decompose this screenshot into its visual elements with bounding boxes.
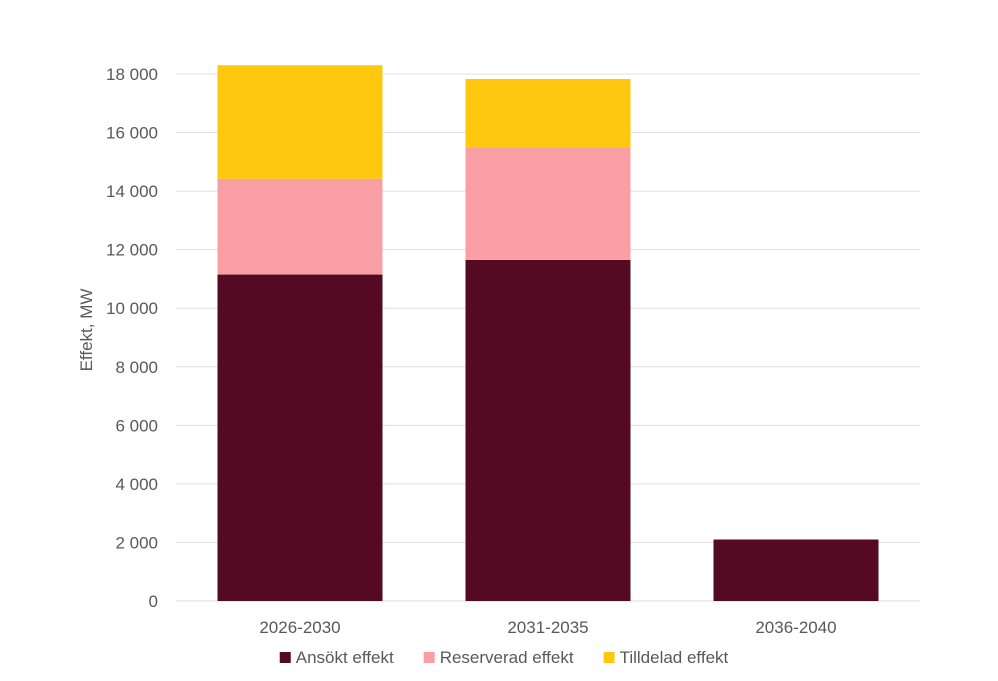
y-tick-label: 14 000 xyxy=(106,182,158,201)
bar-segment xyxy=(465,259,631,601)
legend-swatch xyxy=(279,652,291,663)
legend-label: Reserverad effekt xyxy=(440,648,574,667)
bar-segment xyxy=(217,178,383,275)
legend-item: Ansökt effekt xyxy=(279,648,394,667)
y-axis-title: Effekt, MW xyxy=(77,289,96,372)
y-axis-tick-labels: 0 2 000 4 000 6 000 8 000 10 000 12 000 14 000 1… xyxy=(106,65,158,611)
y-tick-label: 0 xyxy=(149,592,158,611)
y-tick-label: 16 000 xyxy=(106,124,158,143)
y-tick-label: 18 000 xyxy=(106,65,158,84)
x-category-label: 2026-2030 xyxy=(259,618,340,637)
y-tick-label: 6 000 xyxy=(115,416,158,435)
legend: Ansökt effekt Reserverad effekt Tilldelad … xyxy=(279,648,729,667)
bar-segment xyxy=(465,147,631,260)
x-category-label: 2036-2040 xyxy=(755,618,836,637)
bar-segment xyxy=(217,65,383,179)
legend-label: Ansökt effekt xyxy=(296,648,394,667)
y-tick-label: 2 000 xyxy=(115,533,158,552)
legend-label: Tilldelad effekt xyxy=(620,648,729,667)
legend-item: Reserverad effekt xyxy=(423,648,574,667)
y-tick-label: 10 000 xyxy=(106,299,158,318)
bar-segment xyxy=(217,274,383,601)
legend-swatch xyxy=(603,652,615,663)
x-axis-category-labels: 2026-2030 2031-2035 2036-2040 xyxy=(259,618,836,637)
legend-item: Tilldelad effekt xyxy=(603,648,729,667)
bar-segment xyxy=(465,78,631,148)
legend-swatch xyxy=(423,652,435,663)
y-tick-label: 8 000 xyxy=(115,358,158,377)
y-tick-label: 4 000 xyxy=(115,475,158,494)
bars xyxy=(217,65,879,601)
x-category-label: 2031-2035 xyxy=(507,618,588,637)
bar-segment xyxy=(713,539,879,601)
y-tick-label: 12 000 xyxy=(106,241,158,260)
